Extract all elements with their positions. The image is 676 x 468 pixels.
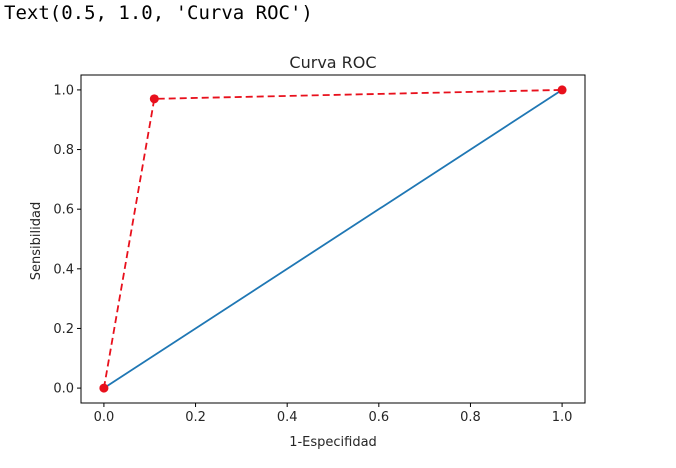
x-tick-label: 0.8 xyxy=(460,410,481,425)
roc-curve-line xyxy=(103,89,563,389)
x-tick-label: 0.2 xyxy=(185,410,206,425)
y-tick-label: 1.0 xyxy=(53,83,74,98)
y-tick-label: 0.4 xyxy=(53,262,74,277)
diagonal-reference-line xyxy=(103,89,563,389)
x-tick-label: 0.0 xyxy=(94,410,115,425)
x-tick-label: 1.0 xyxy=(552,410,573,425)
plot-frame xyxy=(80,74,586,404)
roc-point-marker xyxy=(557,85,567,95)
x-tick-label: 0.4 xyxy=(277,410,298,425)
y-axis-label: Sensibilidad xyxy=(29,202,44,280)
output-text: Text(0.5, 1.0, 'Curva ROC') xyxy=(4,2,313,24)
y-tick-label: 0.2 xyxy=(53,322,74,337)
roc-point-marker xyxy=(99,383,109,393)
x-tick-label: 0.6 xyxy=(368,410,389,425)
x-axis-label: 1-Especifidad xyxy=(289,435,377,450)
y-tick-label: 0.8 xyxy=(53,143,74,158)
roc-point-marker xyxy=(149,94,159,104)
y-tick-label: 0.0 xyxy=(53,382,74,397)
y-tick-label: 0.6 xyxy=(53,203,74,218)
chart-title: Curva ROC xyxy=(289,53,376,72)
